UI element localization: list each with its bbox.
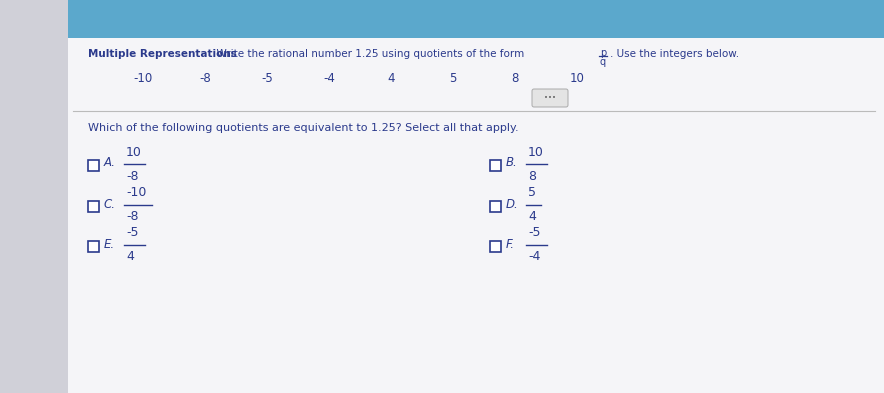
Text: -5: -5 (528, 226, 540, 239)
Text: -4: -4 (528, 250, 540, 263)
Text: -10: -10 (126, 187, 147, 200)
Text: 8: 8 (511, 72, 519, 84)
Text: Which of the following quotients are equivalent to 1.25? Select all that apply.: Which of the following quotients are equ… (88, 123, 519, 133)
Text: 10: 10 (569, 72, 584, 84)
FancyBboxPatch shape (88, 200, 99, 211)
Text: -8: -8 (126, 169, 139, 182)
Text: Multiple Representations: Multiple Representations (88, 49, 237, 59)
FancyBboxPatch shape (88, 160, 99, 171)
Text: 5: 5 (528, 187, 536, 200)
Text: -8: -8 (199, 72, 211, 84)
Text: -5: -5 (261, 72, 273, 84)
Text: -4: -4 (323, 72, 335, 84)
Text: F.: F. (506, 237, 515, 250)
FancyBboxPatch shape (490, 241, 501, 252)
Text: A.: A. (104, 156, 116, 169)
FancyBboxPatch shape (490, 160, 501, 171)
Text: p: p (600, 48, 606, 58)
Text: 10: 10 (528, 145, 544, 158)
Text: 4: 4 (126, 250, 133, 263)
FancyBboxPatch shape (68, 0, 884, 38)
Text: E.: E. (104, 237, 115, 250)
Text: . Use the integers below.: . Use the integers below. (610, 49, 739, 59)
Text: Write the rational number 1.25 using quotients of the form: Write the rational number 1.25 using quo… (210, 49, 528, 59)
FancyBboxPatch shape (88, 241, 99, 252)
Text: 5: 5 (449, 72, 457, 84)
FancyBboxPatch shape (68, 0, 884, 393)
Text: -8: -8 (126, 211, 139, 224)
Text: 10: 10 (126, 145, 141, 158)
Text: -10: -10 (133, 72, 153, 84)
Text: 8: 8 (528, 169, 536, 182)
Text: B.: B. (506, 156, 518, 169)
Text: q: q (600, 57, 606, 67)
Text: -5: -5 (126, 226, 139, 239)
Text: C.: C. (104, 198, 116, 211)
FancyBboxPatch shape (490, 200, 501, 211)
Text: 4: 4 (387, 72, 395, 84)
FancyBboxPatch shape (532, 89, 568, 107)
Text: D.: D. (506, 198, 519, 211)
Text: 4: 4 (528, 211, 536, 224)
Text: •••: ••• (544, 95, 556, 101)
